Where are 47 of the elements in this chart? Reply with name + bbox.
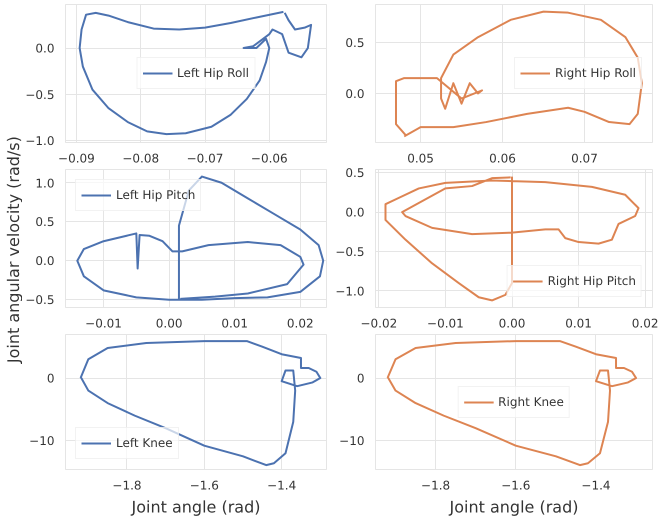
y-tick-label: −1.0 [335, 284, 364, 298]
x-tick-label: −0.08 [122, 152, 160, 166]
x-tick-label: −1.8 [421, 478, 450, 492]
y-tick-label: 0.0 [345, 206, 365, 220]
y-tick-label: 0.0 [345, 86, 365, 101]
legend-label: Left Hip Pitch [116, 188, 196, 202]
legend-label: Right Knee [498, 394, 564, 408]
legend-label: Right Hip Roll [554, 66, 636, 80]
y-tick-label: 0 [356, 372, 365, 386]
x-tick-label: −0.01 [427, 316, 464, 330]
y-tick-label: 0.5 [35, 215, 55, 230]
x-tick-label: 0.00 [498, 316, 526, 330]
x-tick-label: −1.6 [190, 478, 219, 492]
y-tick-label: −10 [29, 434, 55, 448]
x-tick-label: 0.00 [156, 316, 182, 330]
x-tick-label: −0.07 [186, 152, 224, 166]
y-tick-label: 1.0 [35, 176, 55, 190]
x-tick-label: 0.06 [489, 152, 516, 166]
x-tick-label: −1.8 [112, 478, 142, 492]
y-tick-label: −0.5 [25, 293, 54, 308]
y-tick-label: −0.5 [25, 88, 54, 102]
y-tick-label: −10 [339, 434, 365, 448]
x-tick-label: 0.01 [221, 316, 248, 330]
y-tick-label: −0.5 [335, 245, 364, 260]
x-tick-label: 0.01 [565, 316, 592, 330]
legend-label: Left Knee [116, 436, 173, 450]
x-tick-label: −1.4 [267, 478, 296, 492]
x-tick-label: −0.06 [250, 152, 288, 166]
x-tick-label: −0.09 [58, 152, 95, 166]
x-tick-label: 0.02 [632, 316, 658, 330]
x-tick-label: 0.07 [571, 152, 598, 166]
x-tick-label: −1.6 [501, 478, 530, 492]
y-tick-label: 0.5 [345, 166, 365, 180]
y-tick-label: 0.5 [345, 36, 365, 50]
x-tick-label: −1.4 [581, 478, 611, 492]
x-tick-label: −0.01 [85, 316, 122, 330]
x-tick-label: −0.02 [360, 316, 398, 330]
legend-label: Left Hip Roll [177, 66, 249, 80]
y-tick-label: 0 [46, 372, 55, 386]
legend-label: Right Hip Pitch [548, 274, 636, 288]
y-tick-label: 0.0 [35, 254, 55, 268]
x-tick-label: 0.02 [286, 316, 314, 330]
y-tick-label: 0.0 [35, 42, 55, 56]
y-tick-label: −1.0 [25, 134, 54, 148]
x-tick-label: 0.05 [407, 152, 434, 166]
x-axis-title: Joint angle (rad) [130, 498, 260, 516]
x-axis-title: Joint angle (rad) [448, 498, 578, 516]
